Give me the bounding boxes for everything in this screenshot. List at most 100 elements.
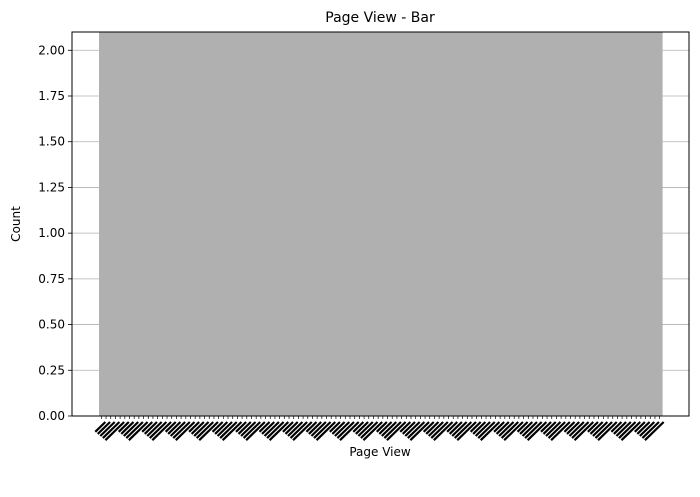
x-tick-label bbox=[305, 421, 318, 433]
x-tick-label bbox=[568, 421, 585, 437]
x-tick-label bbox=[117, 421, 130, 433]
x-tick-label bbox=[240, 421, 257, 437]
bar bbox=[286, 32, 292, 416]
bar bbox=[225, 32, 231, 416]
bar bbox=[516, 32, 522, 416]
bar bbox=[582, 32, 588, 416]
y-tick-label: 1.75 bbox=[38, 89, 65, 103]
bar bbox=[413, 32, 419, 416]
x-tick-label bbox=[521, 421, 538, 437]
bar bbox=[615, 32, 621, 416]
x-tick-label bbox=[472, 421, 487, 435]
x-tick-label bbox=[495, 421, 510, 435]
x-tick-label bbox=[97, 421, 111, 435]
y-tick-label: 2.00 bbox=[38, 43, 65, 57]
x-tick-label bbox=[592, 421, 609, 437]
x-tick-label bbox=[214, 421, 229, 435]
bar bbox=[122, 32, 128, 416]
bar bbox=[568, 32, 574, 416]
x-tick-label bbox=[308, 421, 322, 435]
bar bbox=[586, 32, 593, 416]
bar bbox=[281, 32, 288, 416]
x-tick-label bbox=[216, 421, 233, 437]
x-tick-label bbox=[493, 421, 505, 433]
bar bbox=[643, 32, 649, 416]
x-tick-label bbox=[503, 421, 524, 441]
x-tick-label bbox=[263, 421, 280, 437]
bar bbox=[540, 32, 546, 416]
chart-title: Page View - Bar bbox=[325, 10, 435, 26]
x-tick-label bbox=[128, 421, 149, 441]
bar bbox=[235, 32, 241, 416]
x-tick-label bbox=[516, 421, 529, 433]
x-tick-label bbox=[636, 421, 651, 435]
x-tick-label bbox=[386, 421, 407, 441]
bar bbox=[291, 32, 297, 416]
x-tick-label bbox=[310, 421, 327, 437]
x-tick-label bbox=[615, 421, 632, 437]
x-tick-label bbox=[563, 421, 576, 433]
x-tick-label bbox=[329, 421, 341, 433]
bar bbox=[108, 32, 114, 416]
bar bbox=[366, 32, 372, 416]
bar bbox=[183, 32, 189, 416]
bar bbox=[436, 32, 443, 416]
bar bbox=[563, 32, 569, 416]
bar bbox=[357, 32, 363, 416]
x-tick-label bbox=[425, 421, 440, 435]
x-axis-label: Page View bbox=[349, 445, 411, 459]
bar bbox=[352, 32, 358, 416]
x-tick-label bbox=[453, 421, 473, 439]
x-tick-label bbox=[172, 421, 191, 439]
y-tick-label: 1.25 bbox=[38, 180, 65, 194]
x-tick-label bbox=[146, 421, 163, 437]
x-tick-label bbox=[540, 421, 552, 433]
bar bbox=[155, 32, 161, 416]
bar bbox=[502, 32, 508, 416]
x-tick-label bbox=[469, 421, 482, 433]
bar bbox=[647, 32, 654, 416]
x-tick-label bbox=[198, 421, 219, 441]
x-tick-label bbox=[289, 421, 308, 439]
bar bbox=[249, 32, 255, 416]
x-tick-label bbox=[360, 421, 379, 439]
bar bbox=[159, 32, 166, 416]
bar bbox=[103, 32, 109, 416]
bar bbox=[601, 32, 607, 416]
bars bbox=[99, 32, 663, 416]
bar bbox=[455, 32, 461, 416]
x-tick-label bbox=[589, 421, 604, 435]
bar bbox=[596, 32, 602, 416]
bar bbox=[244, 32, 250, 416]
bar bbox=[403, 32, 410, 416]
x-tick-label bbox=[542, 421, 557, 435]
x-tick-label bbox=[620, 421, 641, 441]
x-tick-label bbox=[164, 421, 177, 433]
x-tick-label bbox=[149, 421, 168, 439]
bar bbox=[624, 32, 630, 416]
bar bbox=[549, 32, 555, 416]
bar bbox=[389, 32, 396, 416]
bar bbox=[619, 32, 626, 416]
x-tick-label bbox=[641, 421, 660, 439]
bar bbox=[216, 32, 222, 416]
x-tick-label bbox=[446, 421, 458, 433]
bar bbox=[300, 32, 307, 416]
x-tick-label bbox=[125, 421, 144, 439]
bar bbox=[633, 32, 640, 416]
bar bbox=[511, 32, 518, 416]
bar bbox=[127, 32, 133, 416]
x-tick-label bbox=[315, 421, 337, 441]
x-tick-label bbox=[219, 421, 238, 439]
bar bbox=[192, 32, 199, 416]
x-tick-label bbox=[258, 421, 271, 433]
bar bbox=[361, 32, 368, 416]
x-tick-label bbox=[313, 421, 332, 439]
x-tick-label bbox=[123, 421, 139, 437]
x-tick-label bbox=[336, 421, 355, 439]
x-tick-label bbox=[261, 421, 276, 435]
x-tick-label bbox=[399, 421, 412, 433]
bar bbox=[310, 32, 316, 416]
x-tick-label bbox=[362, 421, 383, 441]
